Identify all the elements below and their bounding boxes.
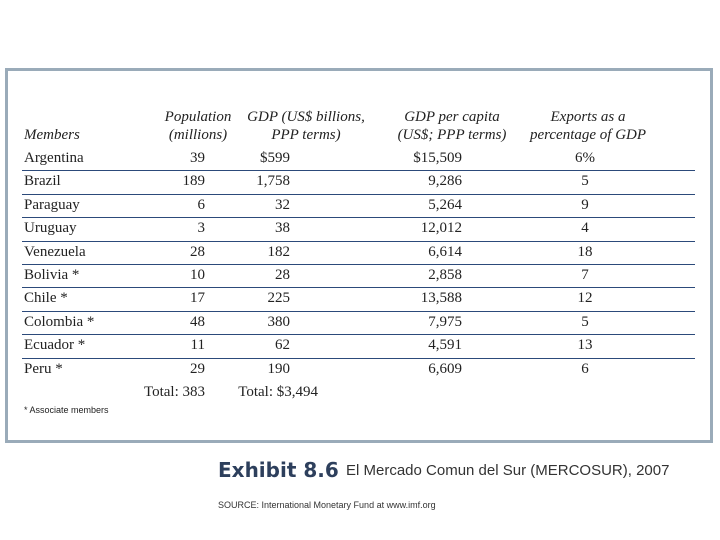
- cell: 2,858: [428, 267, 462, 283]
- exhibit-label: Exhibit 8.6: [218, 458, 339, 482]
- cell: $15,509: [413, 150, 462, 166]
- cell: 225: [267, 290, 291, 307]
- row-rule: [22, 310, 695, 312]
- total: Total: 383: [143, 384, 205, 400]
- member-name: Colombia *: [24, 313, 95, 330]
- column-header: Exports as a percentage of GDP: [529, 109, 647, 143]
- footnote: * Associate members: [24, 405, 109, 415]
- cell: 10: [190, 267, 205, 283]
- cell: 48: [190, 313, 205, 330]
- member-name: Bolivia *: [24, 267, 80, 283]
- member-name: Uruguay: [24, 220, 77, 237]
- cell: 13: [577, 337, 593, 354]
- cell: 28: [190, 243, 205, 260]
- cell: $599: [260, 150, 290, 166]
- cell: 9,286: [428, 173, 462, 190]
- cell: 6%: [575, 150, 595, 166]
- row-rule: [22, 240, 695, 242]
- member-name: Brazil: [24, 173, 61, 190]
- table-frame: [5, 68, 713, 443]
- cell: 5: [581, 173, 589, 190]
- cell: 4,591: [428, 337, 462, 354]
- cell: 39: [190, 150, 205, 166]
- cell: 13,588: [420, 290, 462, 307]
- cell: 12: [577, 290, 593, 307]
- source: SOURCE: International Monetary Fund at w…: [218, 500, 436, 510]
- cell: 6,609: [428, 360, 462, 377]
- cell: 28: [275, 267, 290, 283]
- cell: 29: [190, 360, 205, 377]
- cell: 4: [581, 220, 589, 237]
- exhibit-title: El Mercado Comun del Sur (MERCOSUR), 200…: [346, 462, 670, 479]
- row-rule: [22, 217, 695, 219]
- total: Total: $3,494: [238, 384, 318, 400]
- row-rule: [22, 334, 695, 336]
- member-name: Argentina: [24, 150, 84, 166]
- cell: 32: [275, 196, 290, 213]
- cell: 62: [275, 337, 290, 354]
- cell: 5,264: [428, 196, 462, 213]
- cell: 3: [197, 220, 206, 237]
- column-header: GDP per capita (US$; PPP terms): [397, 109, 507, 143]
- cell: 6: [581, 360, 589, 377]
- cell: 18: [577, 243, 593, 260]
- member-name: Peru *: [24, 360, 63, 377]
- row-rule: [22, 287, 695, 289]
- column-header: Members: [24, 127, 80, 143]
- member-name: Chile *: [24, 290, 68, 307]
- cell: 7: [581, 267, 589, 283]
- row-rule: [22, 170, 695, 172]
- cell: 190: [267, 360, 291, 377]
- column-header: Population (millions): [164, 109, 232, 143]
- column-header: GDP (US$ billions, PPP terms): [247, 109, 365, 143]
- cell: 12,012: [420, 220, 462, 237]
- cell: 1,758: [256, 173, 290, 190]
- cell: 7,975: [428, 313, 462, 330]
- cell: 182: [267, 243, 291, 260]
- member-name: Paraguay: [24, 196, 80, 213]
- row-rule: [22, 357, 695, 359]
- cell: 6,614: [428, 243, 462, 260]
- cell: 189: [182, 173, 206, 190]
- member-name: Venezuela: [24, 243, 86, 260]
- cell: 380: [267, 313, 291, 330]
- cell: 38: [275, 220, 290, 237]
- member-name: Ecuador *: [24, 337, 86, 354]
- cell: 6: [197, 196, 206, 213]
- cell: 17: [190, 290, 205, 307]
- cell: 11: [190, 337, 205, 354]
- cell: 5: [581, 313, 589, 330]
- cell: 9: [581, 196, 589, 213]
- row-rule: [22, 264, 695, 265]
- row-rule: [22, 193, 695, 195]
